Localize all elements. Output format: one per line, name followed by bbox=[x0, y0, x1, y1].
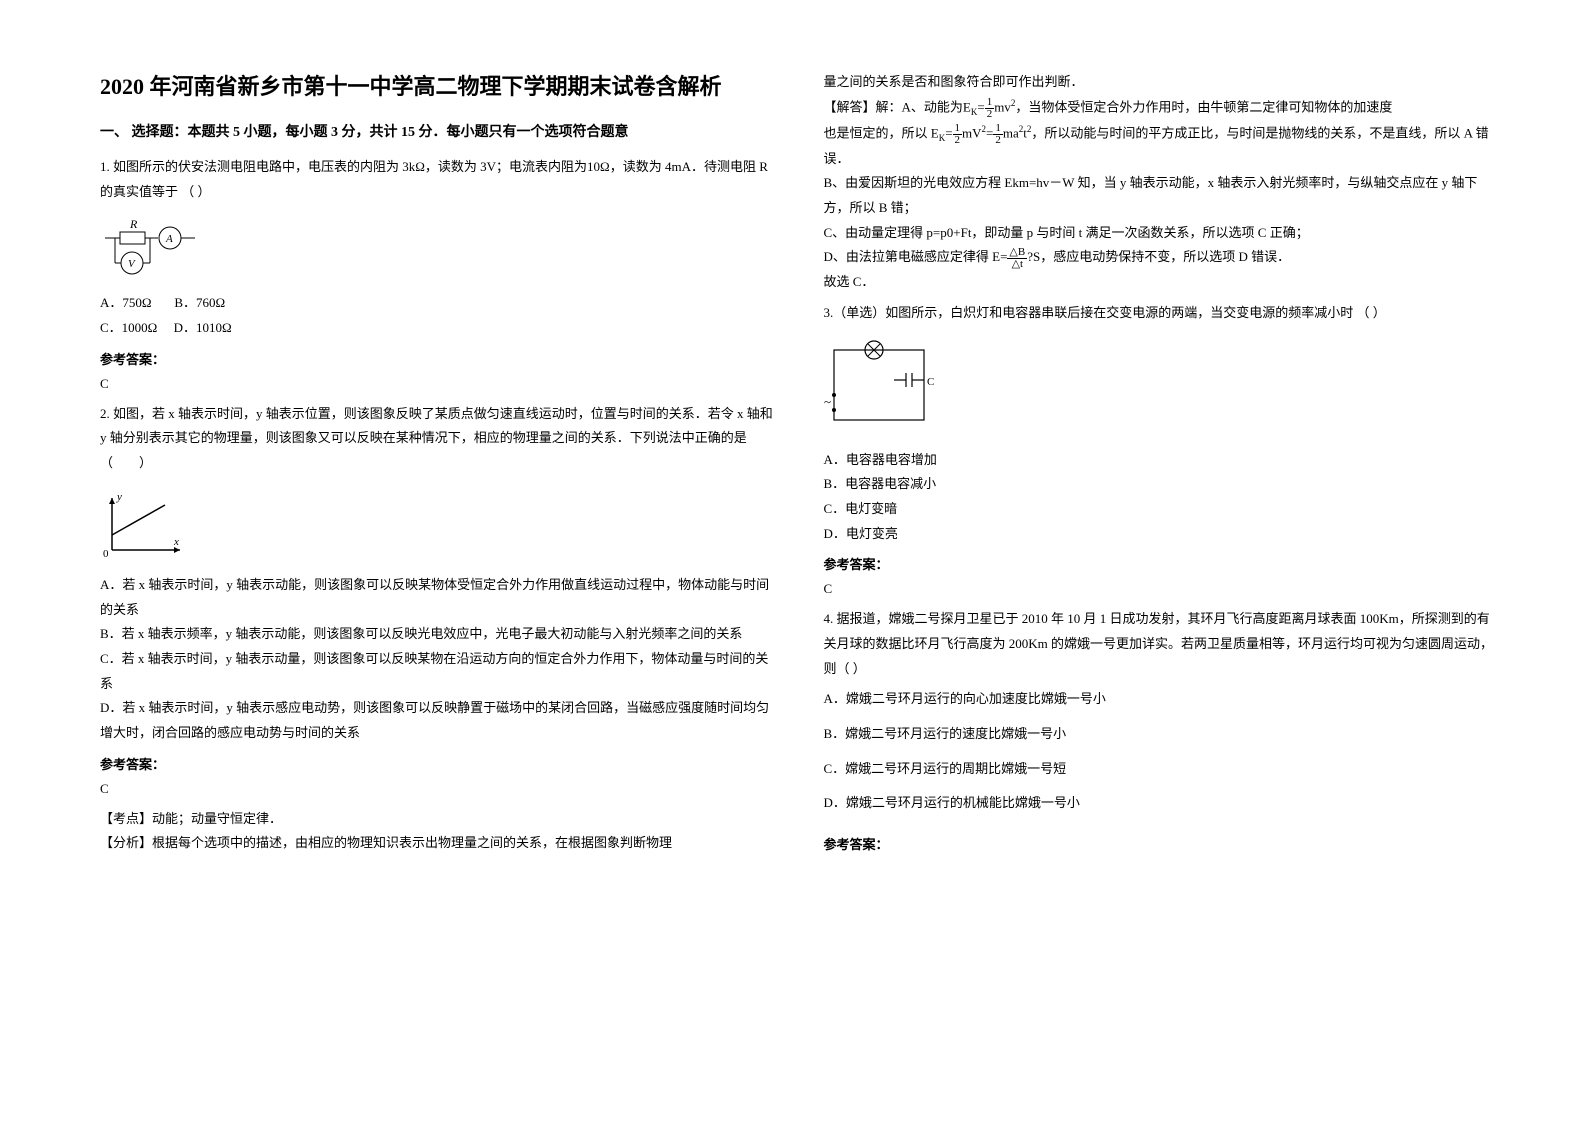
q2-graph: y x 0 bbox=[100, 490, 774, 565]
jieda-a-suffix: ，当物体受恒定合外力作用时，由牛顿第二定律可知物体的加速度 bbox=[1015, 99, 1392, 114]
q2-cont: 量之间的关系是否和图象符合即可作出判断． bbox=[824, 70, 1498, 95]
jieda-a: 【解答】解：A、动能为EK=12mv2，当物体受恒定合外力作用时，由牛顿第二定律… bbox=[824, 95, 1498, 121]
left-column: 2020 年河南省新乡市第十一中学高二物理下学期期末试卷含解析 一、 选择题：本… bbox=[100, 70, 774, 1082]
q1-answer-label: 参考答案： bbox=[100, 349, 774, 368]
svg-text:R: R bbox=[129, 218, 138, 231]
q4-optC: C．嫦娥二号环月运行的周期比嫦娥一号短 bbox=[824, 757, 1498, 782]
q3-optA: A．电容器电容增加 bbox=[824, 448, 1498, 473]
svg-text:x: x bbox=[173, 536, 179, 548]
svg-text:0: 0 bbox=[103, 548, 109, 560]
q4-optA: A．嫦娥二号环月运行的向心加速度比嫦娥一号小 bbox=[824, 687, 1498, 712]
q3-answer-label: 参考答案： bbox=[824, 554, 1498, 573]
q3-optC: C．电灯变暗 bbox=[824, 497, 1498, 522]
q2-fenxi: 【分析】根据每个选项中的描述，由相应的物理知识表示出物理量之间的关系，在根据图象… bbox=[100, 831, 774, 856]
q2-kaodian: 【考点】动能；动量守恒定律． bbox=[100, 807, 774, 832]
jieda-d-prefix: D、由法拉第电磁感应定律得 E= bbox=[824, 249, 1008, 264]
svg-text:A: A bbox=[165, 233, 173, 245]
q4-optD: D．嫦娥二号环月运行的机械能比嫦娥一号小 bbox=[824, 791, 1498, 816]
q2-answer-label: 参考答案： bbox=[100, 754, 774, 773]
right-column: 量之间的关系是否和图象符合即可作出判断． 【解答】解：A、动能为EK=12mv2… bbox=[824, 70, 1498, 1082]
q1-options-row1: A．750Ω B．760Ω bbox=[100, 291, 774, 316]
exam-title: 2020 年河南省新乡市第十一中学高二物理下学期期末试卷含解析 bbox=[100, 70, 774, 103]
q1-optC: C．1000Ω bbox=[100, 320, 157, 335]
q4-answer-label: 参考答案： bbox=[824, 834, 1498, 853]
q2-optD: D．若 x 轴表示时间，y 轴表示感应电动势，则该图象可以反映静置于磁场中的某闭… bbox=[100, 696, 774, 745]
q4-text: 4. 据报道，嫦娥二号探月卫星已于 2010 年 10 月 1 日成功发射，其环… bbox=[824, 607, 1498, 681]
q3-optB: B．电容器电容减小 bbox=[824, 472, 1498, 497]
section-header: 一、 选择题：本题共 5 小题，每小题 3 分，共计 15 分．每小题只有一个选… bbox=[100, 121, 774, 141]
q2-optB: B．若 x 轴表示频率，y 轴表示动能，则该图象可以反映光电效应中，光电子最大初… bbox=[100, 622, 774, 647]
jieda-d-suffix: ?S，感应电动势保持不变，所以选项 D 错误． bbox=[1027, 249, 1290, 264]
q1-optA: A．750Ω bbox=[100, 295, 152, 310]
q3-text: 3.（单选）如图所示，白炽灯和电容器串联后接在交变电源的两端，当交变电源的频率减… bbox=[824, 301, 1498, 326]
jieda-a3: 也是恒定的，所以 EK=12mV2=12ma2t2，所以动能与时间的平方成正比，… bbox=[824, 121, 1498, 172]
jieda-b: B、由爱因斯坦的光电效应方程 Ekm=hv－W 知，当 y 轴表示动能，x 轴表… bbox=[824, 171, 1498, 220]
q1-optD: D．1010Ω bbox=[174, 320, 232, 335]
svg-text:C: C bbox=[927, 376, 934, 388]
jieda-gu: 故选 C． bbox=[824, 270, 1498, 295]
q1-options-row2: C．1000Ω D．1010Ω bbox=[100, 316, 774, 341]
q4-optB: B．嫦娥二号环月运行的速度比嫦娥一号小 bbox=[824, 722, 1498, 747]
q1-optB: B．760Ω bbox=[174, 295, 225, 310]
jieda-a3-prefix: 也是恒定的，所以 E bbox=[824, 125, 939, 140]
jieda-a-prefix: 【解答】解：A、动能为E bbox=[824, 99, 971, 114]
jieda-d: D、由法拉第电磁感应定律得 E=△B△t?S，感应电动势保持不变，所以选项 D … bbox=[824, 245, 1498, 270]
q3-circuit-diagram: C ~ bbox=[824, 340, 1498, 440]
q2-answer: C bbox=[100, 781, 774, 797]
q2-optA: A．若 x 轴表示时间，y 轴表示动能，则该图象可以反映某物体受恒定合外力作用做… bbox=[100, 573, 774, 622]
q1-text: 1. 如图所示的伏安法测电阻电路中，电压表的内阻为 3kΩ，读数为 3V；电流表… bbox=[100, 155, 774, 204]
q3-answer: C bbox=[824, 581, 1498, 597]
q2-optC: C．若 x 轴表示时间，y 轴表示动量，则该图象可以反映某物在沿运动方向的恒定合… bbox=[100, 647, 774, 696]
svg-text:y: y bbox=[116, 491, 122, 503]
q3-optD: D．电灯变亮 bbox=[824, 522, 1498, 547]
svg-text:~: ~ bbox=[824, 394, 831, 409]
q1-circuit-diagram: R A V bbox=[100, 218, 774, 283]
jieda-c: C、由动量定理得 p=p0+Ft，即动量 p 与时间 t 满足一次函数关系，所以… bbox=[824, 221, 1498, 246]
svg-text:V: V bbox=[128, 258, 136, 270]
q2-text: 2. 如图，若 x 轴表示时间，y 轴表示位置，则该图象反映了某质点做匀速直线运… bbox=[100, 402, 774, 476]
q1-answer: C bbox=[100, 376, 774, 392]
